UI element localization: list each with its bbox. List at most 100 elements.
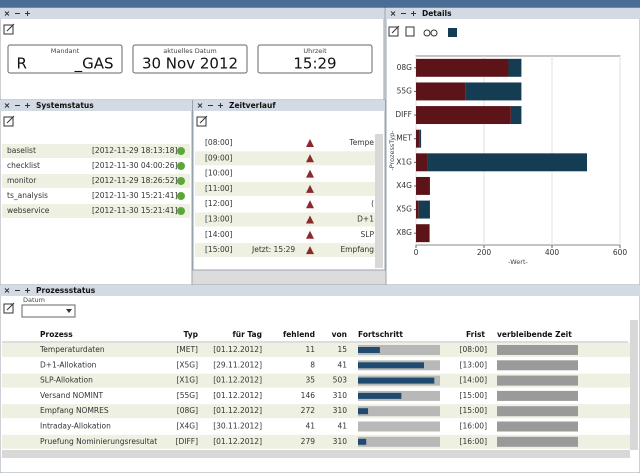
info-label: aktuelles Datum (163, 47, 216, 55)
close-button[interactable] (390, 11, 396, 16)
dropdown-arrow[interactable] (66, 309, 72, 313)
cell-tag: [01.12.2012] (213, 391, 262, 400)
remaining-time-bar (497, 406, 578, 417)
table-row (2, 434, 630, 449)
edit-icon[interactable] (3, 302, 15, 314)
progress-bar (358, 392, 402, 399)
progress-track (358, 406, 440, 417)
table-row (2, 358, 630, 373)
maximize-button[interactable] (25, 103, 30, 108)
table-icon[interactable] (405, 26, 415, 37)
progress-track (358, 345, 440, 355)
status-row (2, 159, 190, 173)
cell-fehlend: 11 (305, 345, 315, 354)
info-value: 30 Nov 2012 (142, 55, 238, 73)
edit-icon[interactable] (388, 25, 400, 37)
close-button[interactable] (4, 11, 10, 16)
y-tick-label: 55G (397, 86, 413, 95)
glasses-icon[interactable] (423, 29, 438, 37)
progress-track (358, 421, 440, 432)
info-label: Uhrzeit (303, 47, 327, 55)
panel-header (386, 8, 640, 19)
status-time: [2012-11-30 15:21:41] (92, 206, 178, 215)
table-row (2, 404, 630, 419)
edit-icon-pen (6, 302, 15, 311)
timeline-time: [10:00] (205, 169, 233, 178)
y-tick-label: MET (396, 134, 412, 143)
cell-prozess: Pruefung Nominierungsresultat (40, 437, 157, 446)
info-value: 15:29 (293, 55, 336, 73)
info-box (132, 44, 248, 74)
edit-icon[interactable] (196, 115, 208, 127)
window-controls (4, 11, 30, 16)
table-row (2, 373, 630, 388)
edit-icon[interactable] (3, 23, 15, 35)
cell-frist: [08:00] (460, 345, 488, 354)
status-indicator (177, 147, 185, 155)
cell-frist: [15:00] (460, 391, 488, 400)
remaining-time-bar (497, 345, 578, 355)
remaining-time-bar (497, 436, 578, 447)
status-time: [2012-11-29 18:26:52] (92, 176, 178, 185)
timeline-label: D+1 (357, 215, 374, 224)
status-row (2, 144, 190, 158)
status-indicator (177, 207, 185, 215)
y-tick-label: X1G (396, 157, 412, 166)
status-indicator (177, 192, 185, 200)
edit-icon-box (3, 24, 14, 35)
y-tick-label: X8G (396, 228, 412, 237)
bar (418, 200, 430, 219)
timeline-row (195, 151, 375, 166)
timeline-time: [09:00] (205, 153, 233, 162)
scrollbar (2, 450, 630, 458)
edit-icon-pen (6, 115, 15, 124)
cell-von: 310 (333, 437, 348, 446)
timeline-label: ( (371, 199, 374, 208)
cell-prozess: SLP-Allokation (40, 376, 93, 385)
timeline-marker (306, 215, 314, 224)
bar (427, 153, 588, 172)
maximize-button[interactable] (218, 103, 223, 108)
timeline-label: SLP (361, 230, 375, 239)
status-name: checklist (7, 161, 40, 170)
info-value: R _GAS (16, 55, 113, 74)
timeline-label: Tempe (348, 138, 374, 147)
bar (416, 82, 466, 101)
panel-title: Prozessstatus (36, 286, 96, 295)
x-tick-label: 0 (414, 248, 419, 257)
info-box (7, 44, 123, 74)
datum-dropdown[interactable] (21, 304, 76, 318)
bar (465, 82, 522, 101)
cell-fehlend: 272 (301, 406, 316, 415)
close-button[interactable] (197, 103, 203, 108)
cell-fehlend: 146 (301, 391, 316, 400)
cell-tag: [01.12.2012] (213, 406, 262, 415)
timeline-row (195, 136, 375, 150)
progress-bar (358, 362, 424, 369)
close-button[interactable] (4, 103, 10, 108)
cell-prozess: Temperaturdaten (39, 345, 105, 354)
timeline-marker (306, 154, 314, 163)
cell-von: 503 (333, 376, 348, 385)
cell-von: 41 (337, 422, 347, 431)
window-controls (4, 103, 30, 108)
info-label: Mandant (51, 47, 80, 55)
cell-frist: [15:00] (460, 406, 488, 415)
close-button[interactable] (4, 288, 10, 293)
maximize-button[interactable] (25, 11, 30, 16)
timeline-row (195, 243, 375, 258)
maximize-button[interactable] (25, 288, 30, 293)
window-controls (4, 288, 30, 293)
edit-icon[interactable] (3, 115, 15, 127)
cell-fehlend: 279 (301, 437, 316, 446)
progress-bar (358, 377, 435, 384)
timeline-time: [13:00] (205, 215, 233, 224)
timeline-time: [15:00] (205, 245, 233, 254)
maximize-button[interactable] (411, 11, 416, 16)
window-controls (197, 103, 223, 108)
y-tick-label: X4G (396, 181, 412, 190)
status-time: [2012-11-29 18:13:18] (92, 146, 178, 155)
bar (419, 129, 422, 148)
color-icon[interactable] (448, 28, 457, 37)
cell-typ: [55G] (177, 391, 198, 400)
